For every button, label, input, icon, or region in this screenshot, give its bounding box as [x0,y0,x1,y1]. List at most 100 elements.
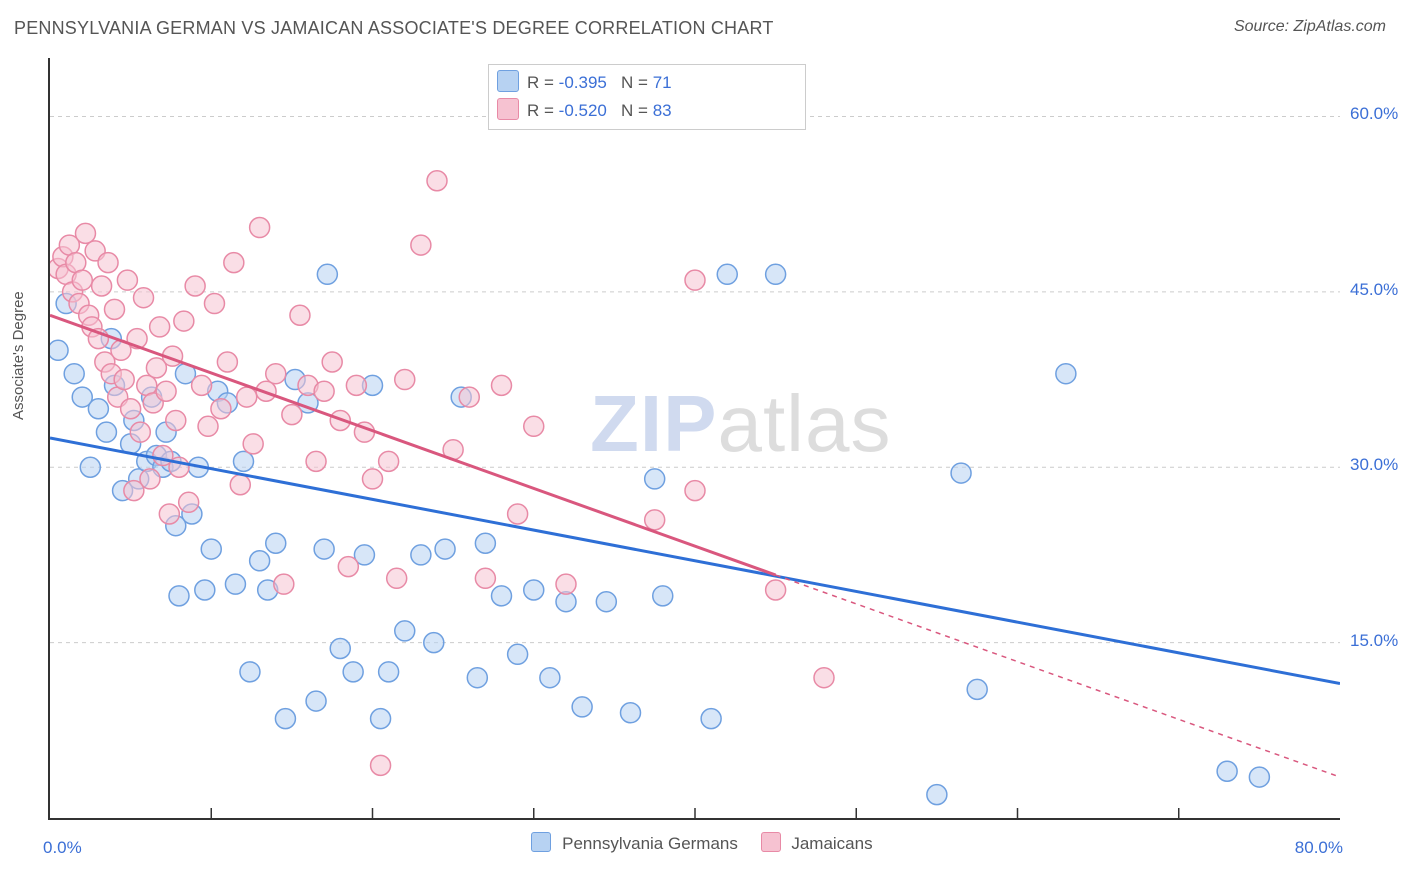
scatter-point [467,668,487,688]
scatter-point [179,492,199,512]
scatter-point [174,311,194,331]
chart-svg [50,58,1340,818]
scatter-point [64,364,84,384]
scatter-point [395,370,415,390]
scatter-point [967,679,987,699]
scatter-point [250,551,270,571]
scatter-point [217,352,237,372]
scatter-point [159,504,179,524]
scatter-point [250,218,270,238]
scatter-point [379,662,399,682]
scatter-point [766,264,786,284]
scatter-point [1056,364,1076,384]
scatter-point [371,709,391,729]
scatter-point [766,580,786,600]
scatter-point [814,668,834,688]
scatter-point [427,171,447,191]
scatter-point [475,533,495,553]
x-axis-area: 0.0% 80.0% Pennsylvania Germans Jamaican… [48,830,1338,870]
scatter-point [524,416,544,436]
scatter-point [306,691,326,711]
scatter-point [130,422,150,442]
scatter-point [1217,761,1237,781]
stats-n-label: N = [621,73,653,92]
scatter-point [169,586,189,606]
legend-swatch [497,70,519,92]
scatter-point [717,264,737,284]
scatter-point [134,288,154,308]
scatter-point [105,299,125,319]
legend-label: Pennsylvania Germans [557,834,742,853]
scatter-point [230,475,250,495]
scatter-point [387,568,407,588]
scatter-point [322,352,342,372]
scatter-point [411,235,431,255]
scatter-point [150,317,170,337]
scatter-point [72,270,92,290]
scatter-point [282,405,302,425]
scatter-point [80,457,100,477]
scatter-point [317,264,337,284]
y-axis-tick-label: 60.0% [1350,104,1406,124]
trend-line [50,438,1340,684]
scatter-point [685,481,705,501]
scatter-point [225,574,245,594]
scatter-point [243,434,263,454]
scatter-point [596,592,616,612]
scatter-point [234,451,254,471]
scatter-point [492,586,512,606]
legend-swatch [497,98,519,120]
stats-r-value: -0.395 [559,73,607,92]
stats-n-value: 83 [653,101,672,120]
scatter-point [50,340,68,360]
scatter-point [314,539,334,559]
scatter-point [338,557,358,577]
scatter-point [379,451,399,471]
y-axis-tick-label: 15.0% [1350,631,1406,651]
scatter-point [343,662,363,682]
scatter-point [371,755,391,775]
scatter-point [88,399,108,419]
scatter-point [645,510,665,530]
scatter-point [524,580,544,600]
scatter-point [224,253,244,273]
y-axis-tick-label: 45.0% [1350,280,1406,300]
scatter-point [927,785,947,805]
scatter-point [185,276,205,296]
y-axis-label: Associate's Degree [10,291,27,420]
stats-r-label: R = [527,73,559,92]
legend-label: Jamaicans [787,834,873,853]
scatter-point [211,399,231,419]
scatter-point [435,539,455,559]
scatter-point [492,375,512,395]
legend-swatch [531,832,551,852]
scatter-point [951,463,971,483]
scatter-point [75,223,95,243]
bottom-legend: Pennsylvania Germans Jamaicans [48,832,1338,854]
stats-legend-box: R = -0.395 N = 71R = -0.520 N = 83 [488,64,806,130]
scatter-point [306,451,326,471]
scatter-point [156,381,176,401]
scatter-point [363,469,383,489]
scatter-point [475,568,495,588]
scatter-point [237,387,257,407]
trend-line-dashed [776,575,1340,777]
chart-plot-area: R = -0.395 N = 71R = -0.520 N = 83 ZIPat… [48,58,1340,820]
scatter-point [198,416,218,436]
scatter-point [508,504,528,524]
scatter-point [274,574,294,594]
scatter-point [572,697,592,717]
scatter-point [92,276,112,296]
scatter-point [653,586,673,606]
scatter-point [508,644,528,664]
source-label: Source: ZipAtlas.com [1234,18,1386,36]
scatter-point [195,580,215,600]
scatter-point [556,574,576,594]
scatter-point [121,399,141,419]
scatter-point [685,270,705,290]
scatter-point [395,621,415,641]
scatter-point [701,709,721,729]
scatter-point [266,533,286,553]
scatter-point [1249,767,1269,787]
scatter-point [424,633,444,653]
